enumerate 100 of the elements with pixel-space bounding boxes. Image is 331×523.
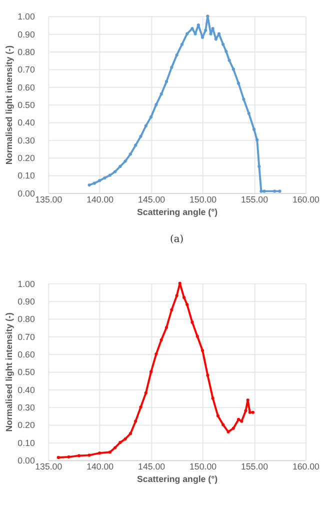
point [237,418,240,422]
point [154,103,158,106]
y-tick-label: 0.50 [18,100,35,110]
y-tick-label: 0.30 [18,402,35,413]
y-tick-label: 0.90 [18,29,35,40]
point [194,32,197,36]
point [144,391,148,394]
point [246,398,250,402]
point [186,302,189,306]
x-tick-label: 150.00 [190,461,217,472]
point [214,38,218,41]
x-tick-label: 140.00 [86,461,114,472]
point [124,437,127,440]
point [200,348,204,352]
point [98,451,102,455]
y-tick-label: 0.40 [18,118,35,128]
point [232,426,235,430]
point [128,152,132,156]
x-tick-label: 140.00 [86,194,114,204]
point [186,32,189,36]
x-tick-label: 145.00 [138,194,166,204]
y-tick-label: 1.00 [18,278,35,289]
x-axis-title: Scattering angle (°) [137,474,218,484]
y-tick-label: 0.10 [18,170,35,181]
point [190,26,194,30]
point [170,66,174,69]
point [178,282,182,285]
point [170,308,174,312]
y-tick-label: 0.50 [18,367,35,378]
y-tick-label: 0.00 [18,188,35,198]
point [164,80,168,84]
y-tick-label: 0.20 [18,420,35,430]
y-axis-title: Normalised light intensity (-) [4,312,14,432]
point [209,32,212,36]
point [182,296,186,300]
x-tick-label: 160.00 [292,461,320,472]
point [144,124,148,128]
point [108,174,112,177]
point [232,68,235,71]
point [118,164,122,168]
point [242,98,246,101]
point [278,190,282,193]
point [92,182,96,185]
point [262,190,266,193]
y-tick-label: 0.80 [18,46,35,57]
point [77,454,81,458]
point [190,320,194,324]
point [108,450,112,454]
y-tick-label: 0.60 [18,82,35,92]
x-tick-label: 155.00 [240,461,268,472]
y-tick-label: 0.40 [18,384,35,395]
point [217,32,221,36]
point [134,144,138,147]
point [128,432,132,436]
point [134,420,138,423]
point [244,409,248,412]
point [88,454,91,457]
point [260,190,263,193]
point [224,50,228,54]
y-tick-label: 1.00 [18,12,35,22]
x-tick-label: 145.00 [138,461,166,472]
y-tick-label: 0.70 [18,64,35,75]
point [139,406,142,409]
point [247,112,250,115]
x-axis-title: Scattering angle (°) [137,207,218,218]
point [118,440,122,444]
point [206,14,210,18]
point [139,134,142,138]
x-tick-label: 135.00 [35,194,62,204]
point [251,410,255,414]
point [206,374,210,377]
point [98,179,102,182]
point [180,42,184,46]
point [88,183,91,187]
y-tick-label: 0.80 [18,314,35,324]
x-tick-label: 155.00 [240,194,268,204]
y-tick-label: 0.90 [18,296,35,306]
point [160,338,163,342]
point [204,28,208,32]
y-tick-label: 0.60 [18,349,35,360]
text: (a) [170,234,184,246]
y-axis-title: Normalised light intensity (-) [4,45,14,165]
point [256,138,259,142]
line-series [88,14,282,193]
point [200,36,204,39]
point [124,160,127,163]
point [150,370,153,374]
point [196,334,199,338]
point [164,326,168,330]
point [216,414,220,418]
y-tick-label: 0.00 [18,456,35,466]
point [226,430,230,434]
point [228,58,231,62]
point [252,128,256,131]
point [56,456,60,460]
point [154,352,158,356]
point [160,92,163,96]
point [248,410,252,414]
y-tick-label: 0.10 [18,438,35,448]
y-tick-label: 0.30 [18,135,35,146]
